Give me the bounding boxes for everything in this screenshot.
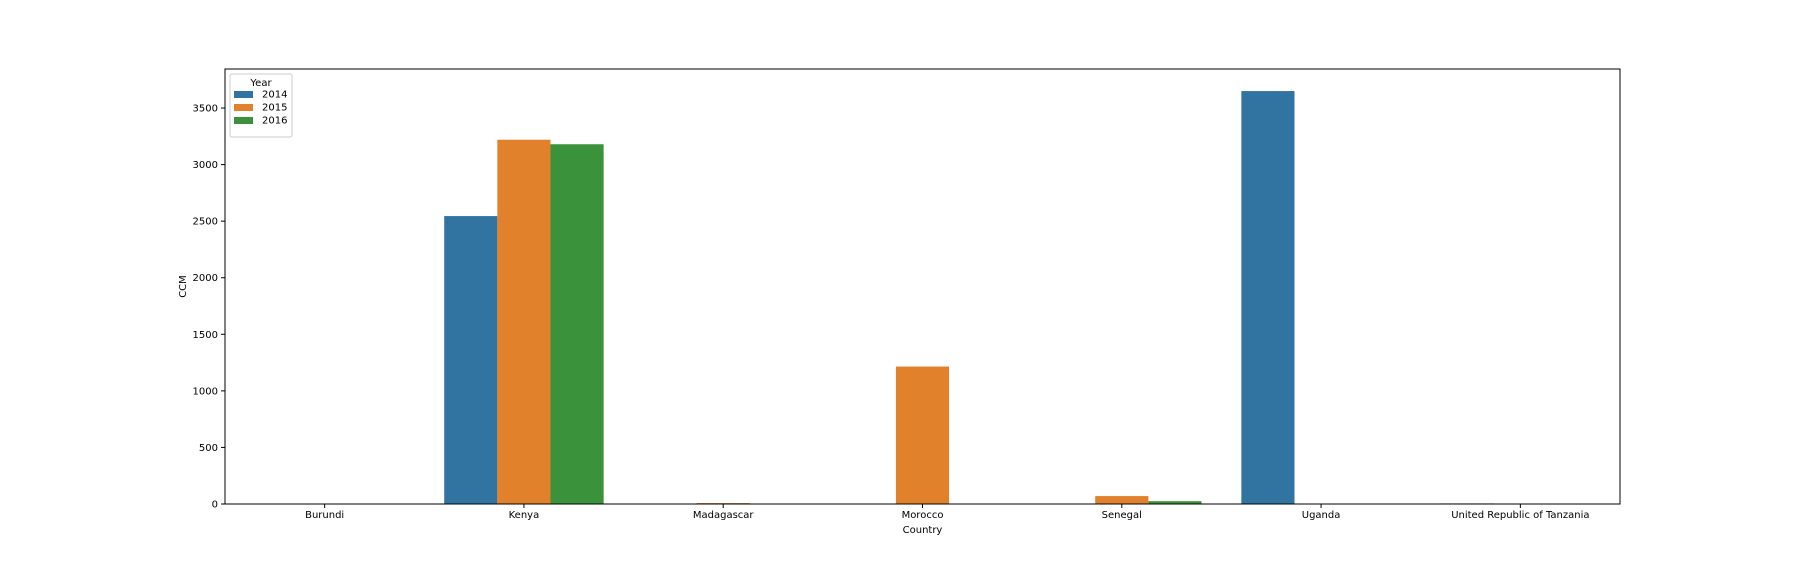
legend-title: Year bbox=[249, 78, 272, 89]
y-tick-label: 500 bbox=[199, 443, 218, 454]
bars-layer bbox=[444, 91, 1494, 504]
bar-2016-senegal bbox=[1148, 501, 1202, 504]
legend: Year 2014 2015 2016 bbox=[229, 73, 293, 138]
legend-swatch-2014 bbox=[234, 91, 253, 98]
bar-2014-uganda bbox=[1241, 91, 1295, 504]
legend-label-2016: 2016 bbox=[262, 116, 287, 127]
x-tick-label: Madagascar bbox=[693, 510, 755, 521]
x-axis: Burundi Kenya Madagascar Morocco Senegal Ugan… bbox=[305, 504, 1590, 521]
y-tick-label: 0 bbox=[212, 500, 218, 511]
legend-label-2015: 2015 bbox=[262, 103, 287, 114]
y-axis: 0 500 1000 1500 2000 2500 3000 3500 bbox=[193, 104, 225, 511]
bar-2016-kenya bbox=[550, 144, 604, 504]
x-tick-label: United Republic of Tanzania bbox=[1451, 510, 1589, 521]
y-axis-label: CCM bbox=[178, 275, 189, 298]
x-tick-label: Uganda bbox=[1302, 510, 1341, 521]
y-tick-label: 3500 bbox=[193, 104, 218, 115]
y-tick-label: 2000 bbox=[193, 273, 218, 284]
legend-label-2014: 2014 bbox=[262, 90, 287, 101]
legend-entries: 2014 2015 2016 bbox=[234, 90, 287, 127]
y-tick-label: 2500 bbox=[193, 217, 218, 228]
bar-2015-kenya bbox=[497, 139, 551, 504]
x-tick-label: Burundi bbox=[305, 510, 344, 521]
bar-2014-kenya bbox=[444, 216, 498, 504]
x-tick-label: Kenya bbox=[509, 510, 540, 521]
bar-2015-morocco bbox=[895, 366, 950, 504]
legend-swatch-2016 bbox=[234, 117, 253, 124]
bar-2015-senegal bbox=[1095, 496, 1149, 504]
x-axis-label: Country bbox=[903, 525, 943, 536]
legend-swatch-2015 bbox=[234, 104, 253, 111]
y-tick-label: 1000 bbox=[193, 386, 218, 397]
x-tick-label: Morocco bbox=[902, 510, 944, 521]
y-tick-label: 1500 bbox=[193, 330, 218, 341]
x-tick-label: Senegal bbox=[1102, 510, 1142, 521]
y-tick-label: 3000 bbox=[193, 160, 218, 171]
